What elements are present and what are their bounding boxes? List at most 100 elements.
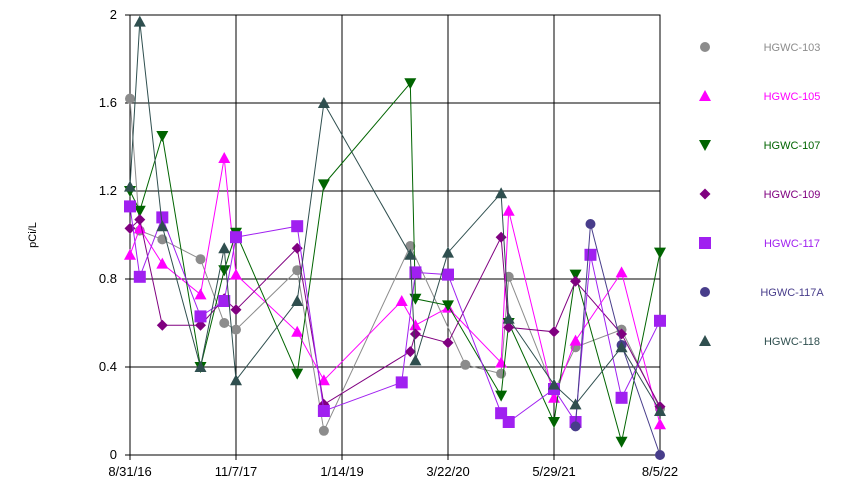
data-point-hgwc-109 xyxy=(503,321,515,333)
y-axis-label: pCi/L xyxy=(27,222,39,248)
data-point-hgwc-109 xyxy=(616,328,628,340)
data-point-hgwc-117 xyxy=(395,376,408,389)
y-tick-label: 2 xyxy=(110,7,117,22)
data-point-hgwc-118 xyxy=(502,312,515,324)
legend-label-hgwc-103: HGWC-103 xyxy=(764,42,821,54)
legend-marker-hgwc-117 xyxy=(699,237,711,249)
data-point-hgwc-107 xyxy=(548,417,560,428)
data-point-hgwc-117 xyxy=(584,248,597,261)
data-point-hgwc-107 xyxy=(654,247,666,259)
legend-label-hgwc-109: HGWC-109 xyxy=(764,189,821,201)
data-point-hgwc-117a xyxy=(585,219,596,229)
data-point-hgwc-107 xyxy=(495,390,508,402)
data-point-hgwc-103 xyxy=(219,318,230,328)
data-point-hgwc-105 xyxy=(291,325,304,337)
data-point-hgwc-118 xyxy=(230,374,242,386)
data-point-hgwc-117 xyxy=(194,310,207,323)
data-point-hgwc-117 xyxy=(156,211,169,224)
x-tick-label: 11/7/17 xyxy=(215,464,257,479)
data-point-hgwc-107 xyxy=(133,205,146,217)
legend-label-hgwc-118: HGWC-118 xyxy=(764,336,820,348)
data-point-hgwc-117 xyxy=(230,231,242,244)
series-layer xyxy=(124,15,666,460)
legend-marker-hgwc-107 xyxy=(699,140,711,151)
legend-item-hgwc-118: HGWC-118 xyxy=(699,335,820,348)
legend-marker-hgwc-118 xyxy=(699,335,711,346)
data-point-hgwc-103 xyxy=(292,265,303,276)
data-point-hgwc-105 xyxy=(133,222,146,234)
data-point-hgwc-118 xyxy=(409,354,422,366)
legend-label-hgwc-105: HGWC-105 xyxy=(764,91,821,103)
legend-item-hgwc-105: HGWC-105 xyxy=(699,90,820,103)
data-point-hgwc-103 xyxy=(195,254,206,265)
data-point-hgwc-109 xyxy=(134,214,146,226)
data-point-hgwc-107 xyxy=(291,368,304,380)
data-point-hgwc-109 xyxy=(230,304,242,316)
x-axis-ticks: 8/31/16 11/7/17 1/14/19 3/22/20 5/29/21 8/5/2… xyxy=(108,455,678,479)
data-point-hgwc-107 xyxy=(569,269,582,281)
data-point-hgwc-118 xyxy=(569,398,582,410)
x-tick-label: 3/22/20 xyxy=(426,464,469,479)
data-point-hgwc-117 xyxy=(654,314,666,327)
legend-item-hgwc-107: HGWC-107 xyxy=(699,140,820,152)
data-point-hgwc-103 xyxy=(496,368,507,379)
data-point-hgwc-109 xyxy=(156,319,168,331)
data-point-hgwc-105 xyxy=(317,374,330,386)
data-point-hgwc-105 xyxy=(409,319,422,331)
legend-item-hgwc-117a: HGWC-117A xyxy=(700,287,824,299)
data-point-hgwc-103 xyxy=(405,241,416,251)
y-axis-ticks: 0 0.4 0.8 1.2 1.6 2 xyxy=(99,7,130,462)
legend-label-hgwc-107: HGWC-107 xyxy=(764,140,821,152)
series-line-hgwc-117a xyxy=(575,223,661,456)
data-point-hgwc-118 xyxy=(218,242,231,254)
data-point-hgwc-117 xyxy=(218,295,231,307)
data-point-hgwc-118 xyxy=(548,378,560,390)
x-tick-label: 5/29/21 xyxy=(532,464,575,479)
series-hgwc-118 xyxy=(124,15,666,416)
y-tick-label: 1.2 xyxy=(99,183,117,198)
data-point-hgwc-107 xyxy=(156,131,169,142)
data-point-hgwc-118 xyxy=(654,405,666,416)
legend-marker-hgwc-103 xyxy=(700,42,710,52)
data-point-hgwc-118 xyxy=(194,361,207,372)
legend-label-hgwc-117: HGWC-117 xyxy=(764,238,820,250)
data-point-hgwc-105 xyxy=(502,204,515,216)
data-point-hgwc-105 xyxy=(395,295,408,306)
data-point-hgwc-117a xyxy=(570,421,581,432)
legend-item-hgwc-103: HGWC-103 xyxy=(700,42,820,54)
data-point-hgwc-118 xyxy=(442,246,454,258)
y-tick-label: 0.8 xyxy=(99,271,117,286)
data-point-hgwc-103 xyxy=(125,93,135,104)
data-point-hgwc-105 xyxy=(218,152,231,163)
data-point-hgwc-105 xyxy=(194,288,207,300)
plot-background xyxy=(130,15,660,455)
data-point-hgwc-117 xyxy=(502,416,515,428)
data-point-hgwc-117 xyxy=(124,200,136,213)
data-point-hgwc-103 xyxy=(231,324,241,335)
y-tick-label: 1.6 xyxy=(99,95,117,110)
data-point-hgwc-117 xyxy=(615,391,628,404)
x-tick-label: 1/14/19 xyxy=(320,464,363,479)
data-point-hgwc-107 xyxy=(317,179,330,191)
data-point-hgwc-109 xyxy=(195,319,207,331)
data-point-hgwc-107 xyxy=(404,78,417,90)
data-point-hgwc-107 xyxy=(218,265,231,277)
data-point-hgwc-105 xyxy=(156,257,169,269)
legend-marker-hgwc-105 xyxy=(699,90,711,101)
legend-label-hgwc-117a: HGWC-117A xyxy=(760,287,824,299)
data-point-hgwc-109 xyxy=(404,346,416,358)
data-point-hgwc-118 xyxy=(404,248,417,260)
legend-item-hgwc-109: HGWC-109 xyxy=(699,188,821,201)
data-point-hgwc-105 xyxy=(124,248,136,260)
data-point-hgwc-118 xyxy=(133,15,146,27)
data-point-hgwc-117 xyxy=(291,220,304,233)
data-point-hgwc-118 xyxy=(317,97,330,108)
y-tick-label: 0.4 xyxy=(99,359,117,374)
x-tick-label: 8/5/22 xyxy=(642,464,678,479)
data-point-hgwc-109 xyxy=(409,328,421,340)
x-tick-label: 8/31/16 xyxy=(108,464,151,479)
legend: HGWC-103 HGWC-105 HGWC-107 HGWC-109 HGWC-117… xyxy=(699,42,824,348)
data-point-hgwc-105 xyxy=(569,334,582,346)
plot-area-border xyxy=(129,14,661,456)
